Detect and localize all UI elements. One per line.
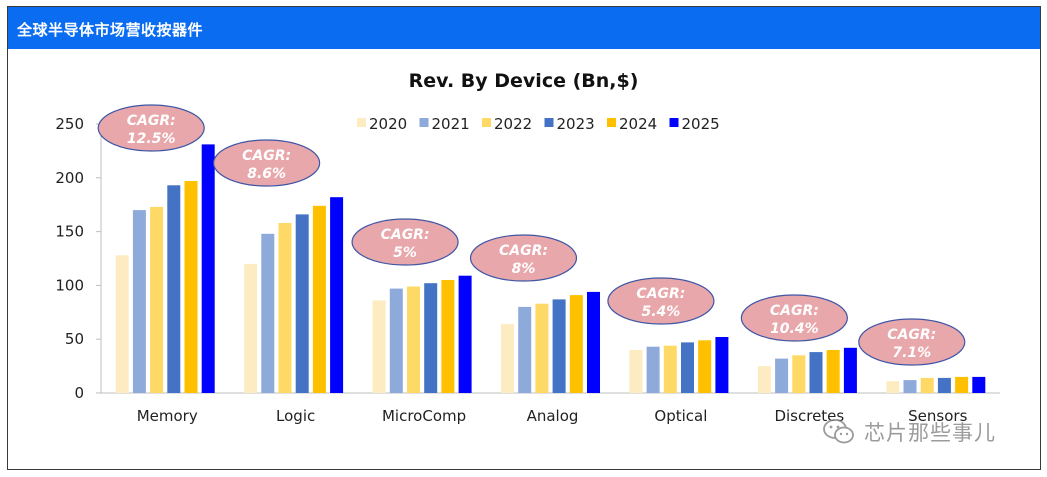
bar-2024-analog (569, 295, 583, 393)
x-tick-label: MicroComp (382, 407, 466, 425)
header-title: 全球半导体市场营收按器件 (17, 21, 204, 39)
cagr-label: CAGR: (127, 113, 176, 129)
bar-2022-sensors (920, 377, 934, 393)
bar-2020-optical (629, 350, 643, 393)
bar-2024-logic (312, 205, 326, 393)
bar-2023-analog (552, 299, 566, 393)
legend-swatch-2025 (669, 118, 679, 127)
cagr-bubble (607, 277, 715, 325)
bar-2020-analog (501, 324, 514, 393)
bar-2021-optical (646, 346, 660, 393)
bar-2024-discretes (826, 350, 840, 393)
y-tick-label: 100 (55, 276, 84, 294)
bar-2025-sensors (972, 376, 986, 393)
bar-2023-sensors (937, 377, 951, 393)
cagr-bubble (858, 318, 966, 366)
legend-swatch-2024 (607, 118, 616, 127)
x-tick-label: Logic (276, 407, 315, 425)
bar-2021-analog (518, 306, 532, 393)
y-tick-label: 50 (65, 330, 84, 348)
bar-2021-sensors (903, 380, 917, 393)
cagr-value: 7.1% (892, 345, 931, 361)
cagr-bubble (740, 294, 848, 342)
cagr-value: 8% (512, 261, 536, 277)
bar-2020-microcomp (372, 300, 386, 393)
watermark-text: 芯片那些事儿 (864, 421, 996, 445)
cagr-value: 12.5% (127, 131, 176, 147)
cagr-label: CAGR: (381, 227, 430, 243)
legend-label-2023: 2023 (557, 115, 595, 133)
bar-2022-discretes (792, 355, 806, 393)
bar-2024-microcomp (441, 280, 455, 393)
bar-2025-microcomp (458, 275, 472, 393)
cagr-bubble (469, 234, 578, 282)
x-tick-label: Optical (654, 407, 707, 425)
cagr-bubble (97, 104, 205, 152)
bar-2025-memory (201, 144, 215, 393)
bar-2020-sensors (886, 381, 900, 393)
y-tick-label: 200 (55, 169, 84, 187)
header-bar: 全球半导体市场营收按器件 (8, 7, 1040, 49)
bar-2021-microcomp (389, 288, 403, 393)
bar-2025-optical (715, 337, 729, 393)
bar-2022-logic (278, 223, 292, 393)
bar-2023-optical (681, 342, 694, 393)
cagr-value: 10.4% (770, 321, 819, 337)
bar-2023-microcomp (424, 283, 438, 393)
legend-label-2020: 2020 (369, 115, 407, 133)
wechat-icon (823, 419, 854, 444)
chart-title: Rev. By Device (Bn,$) (408, 70, 639, 92)
bar-2024-optical (698, 340, 712, 393)
bar-2022-microcomp (407, 286, 420, 393)
legend-swatch-2022 (482, 118, 491, 127)
bar-2023-memory (167, 185, 181, 393)
bar-2022-analog (535, 303, 549, 393)
legend-swatch-2023 (544, 118, 554, 127)
legend-label-2025: 2025 (682, 115, 720, 133)
bar-2025-logic (330, 197, 344, 393)
watermark: 芯片那些事儿 (822, 417, 996, 447)
bar-2022-optical (663, 345, 677, 393)
y-tick-label: 0 (74, 384, 84, 402)
bar-2020-memory (115, 255, 129, 393)
bar-2024-memory (184, 181, 198, 393)
x-tick-label: Discretes (774, 407, 844, 425)
cagr-bubble (351, 218, 459, 266)
x-tick-label: Analog (527, 407, 579, 425)
bar-2023-discretes (809, 352, 823, 393)
bar-2021-logic (261, 233, 275, 393)
cagr-label: CAGR: (636, 286, 685, 302)
cagr-label: CAGR: (242, 148, 291, 164)
bar-2025-analog (587, 291, 600, 393)
cagr-value: 8.6% (247, 166, 286, 182)
legend-swatch-2021 (419, 118, 429, 127)
legend-label-2024: 2024 (619, 115, 657, 133)
cagr-label: CAGR: (887, 327, 936, 343)
legend-label-2022: 2022 (494, 115, 532, 133)
bar-2023-logic (295, 214, 309, 393)
bar-2021-memory (132, 210, 146, 393)
legend-label-2021: 2021 (432, 115, 470, 133)
bar-2024-sensors (955, 376, 969, 393)
cagr-value: 5% (393, 245, 417, 261)
bar-2021-discretes (775, 358, 789, 393)
legend-swatch-2020 (357, 118, 366, 127)
bar-2020-discretes (757, 366, 771, 393)
cagr-label: CAGR: (770, 303, 819, 319)
x-tick-label: Memory (137, 407, 198, 425)
cagr-bubble (213, 139, 321, 187)
bar-2022-memory (150, 206, 164, 393)
cagr-label: CAGR: (499, 243, 548, 259)
bar-2020-logic (244, 263, 258, 393)
x-tick-label: Sensors (908, 407, 967, 425)
y-tick-label: 250 (55, 115, 84, 133)
y-tick-label: 150 (55, 223, 84, 241)
cagr-value: 5.4% (642, 304, 681, 320)
bar-2025-discretes (843, 347, 857, 393)
